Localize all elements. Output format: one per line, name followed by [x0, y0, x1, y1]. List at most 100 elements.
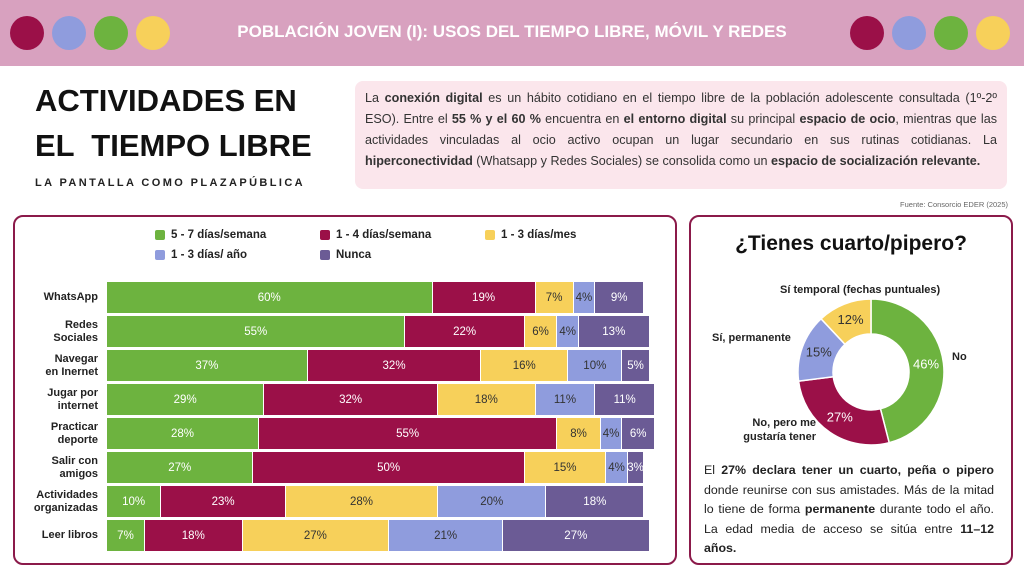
- value-label: 10%: [583, 359, 607, 372]
- bar-segment: 23%: [161, 486, 287, 517]
- bar-segment: 27%: [107, 452, 254, 483]
- bold-text: el entorno digital: [623, 112, 727, 126]
- header-title: POBLACIÓN JOVEN (I): USOS DEL TIEMPO LIB…: [237, 22, 787, 41]
- bar-segment: 16%: [481, 350, 569, 381]
- source: Fuente: Consorcio EDER (2025): [900, 200, 1008, 209]
- value-label: 18%: [474, 393, 498, 406]
- category-label: Redes Sociales: [53, 318, 98, 344]
- legend-swatch: [320, 250, 330, 260]
- legend-label: 1 - 3 días/ año: [171, 249, 248, 261]
- text: El: [704, 463, 722, 477]
- logo: [976, 16, 1010, 50]
- bar-segment: 13%: [579, 316, 650, 347]
- text: durante todo el año. La edad media de ac…: [704, 502, 994, 536]
- category-label: Leer libros: [41, 529, 98, 541]
- bar-segment: 18%: [144, 520, 243, 551]
- value-label: 37%: [195, 359, 219, 372]
- bar-segment: 29%: [107, 384, 265, 415]
- donut-slice: [870, 298, 945, 444]
- bar-segment: 28%: [286, 486, 438, 517]
- bold-text: 27% declara tener un cuarto, peña o pipe…: [721, 463, 994, 477]
- value-label: 27%: [564, 529, 588, 542]
- bar-segment: 4%: [557, 316, 580, 347]
- value-label: 18%: [583, 495, 607, 508]
- value-label: 22%: [453, 325, 477, 338]
- bar-segment: 11%: [535, 384, 596, 415]
- bar-segment: 10%: [568, 350, 623, 381]
- section-subtitle: LA PANTALLA COMO PLAZAPÚBLICA: [35, 177, 306, 189]
- legend-label: 5 - 7 días/semana: [171, 229, 267, 241]
- value-label: 4%: [575, 291, 593, 304]
- value-label: 55%: [396, 427, 420, 440]
- text: es un hábito cotidiano en el tiempo libr…: [365, 91, 997, 126]
- legend-label: Nunca: [336, 249, 372, 261]
- bar-segment: 55%: [107, 316, 406, 347]
- legend-swatch: [155, 250, 165, 260]
- text: donde reunirse con sus amistades. Más de…: [704, 482, 994, 517]
- text: su principal: [726, 112, 800, 126]
- value-label: 11%: [553, 393, 577, 406]
- bar-segment: 15%: [524, 452, 607, 483]
- logo: [136, 16, 170, 50]
- bar-segment: 4%: [606, 452, 628, 483]
- value-label: 6%: [629, 427, 647, 440]
- value-label: 21%: [434, 529, 458, 542]
- bar-segment: 28%: [107, 418, 259, 449]
- value-label: 15%: [553, 461, 577, 474]
- text: (Whatsapp y Redes Sociales) se consolida…: [472, 154, 771, 168]
- bar-segment: 4%: [573, 282, 596, 313]
- legend-swatch: [485, 230, 495, 240]
- bar-segment: 32%: [307, 350, 482, 381]
- value-label: 46%: [913, 356, 939, 371]
- bar-segment: 8%: [557, 418, 601, 449]
- section-title: EL TIEMPO LIBRE: [35, 128, 312, 163]
- donut-slice: [819, 298, 872, 346]
- value-label: 55%: [244, 325, 268, 338]
- bold-text: hiperconectividad: [365, 154, 473, 168]
- bar-segment: 10%: [107, 486, 162, 517]
- donut-panel: [689, 215, 1013, 565]
- value-label: 28%: [349, 495, 374, 508]
- category-label: Actividades organizadas: [33, 488, 98, 514]
- value-label: 12%: [838, 312, 864, 327]
- legend-swatch: [320, 230, 330, 240]
- bold-text: permanente: [804, 502, 876, 516]
- category-label: Practicar deporte: [50, 420, 98, 446]
- intro-text: La conexión digital es un hábito cotidia…: [355, 81, 1007, 189]
- value-label: 10%: [122, 495, 146, 508]
- value-label: 60%: [257, 291, 281, 304]
- value-label: 5%: [627, 359, 644, 372]
- category-label: Salir con amigos: [51, 454, 98, 480]
- legend-item: Nunca: [320, 249, 371, 261]
- bar-segment: 6%: [622, 418, 655, 449]
- bold-text: conexión digital: [384, 91, 483, 105]
- bar-segment: 27%: [503, 520, 650, 551]
- category-label: WhatsApp: [43, 291, 98, 303]
- bar-segment: 3%: [627, 452, 645, 483]
- bar-segment: 50%: [253, 452, 525, 483]
- donut-note: El 27% declara tener un cuarto, peña o p…: [704, 461, 994, 559]
- value-label: 4%: [559, 325, 576, 338]
- bar-segment: 32%: [264, 384, 438, 415]
- bold-text: espacio de ocio: [799, 112, 896, 126]
- category-label: Sí temporal (fechas puntuales): [780, 284, 941, 296]
- value-label: 7%: [545, 291, 563, 304]
- value-label: 13%: [602, 325, 626, 338]
- bold-text: 55 % y el 60 %: [451, 112, 541, 126]
- value-label: 32%: [382, 359, 406, 372]
- category-label: No, pero me gustaría tener: [743, 417, 816, 443]
- legend-item: 5 - 7 días/semana: [155, 229, 266, 241]
- text: , mientras que las actividades vinculada…: [365, 112, 998, 147]
- value-label: 16%: [512, 359, 536, 372]
- bar-segment: 7%: [535, 282, 574, 313]
- legend-item: 1 - 3 días/mes: [485, 229, 576, 241]
- value-label: 7%: [117, 529, 134, 542]
- logo: [52, 16, 86, 50]
- legend-item: 1 - 4 días/semana: [320, 229, 431, 241]
- bar-segment: 27%: [242, 520, 390, 551]
- donut-slice: [797, 375, 891, 446]
- value-label: 32%: [339, 393, 363, 406]
- value-label: 6%: [532, 325, 549, 338]
- bar-segment: 18%: [546, 486, 645, 517]
